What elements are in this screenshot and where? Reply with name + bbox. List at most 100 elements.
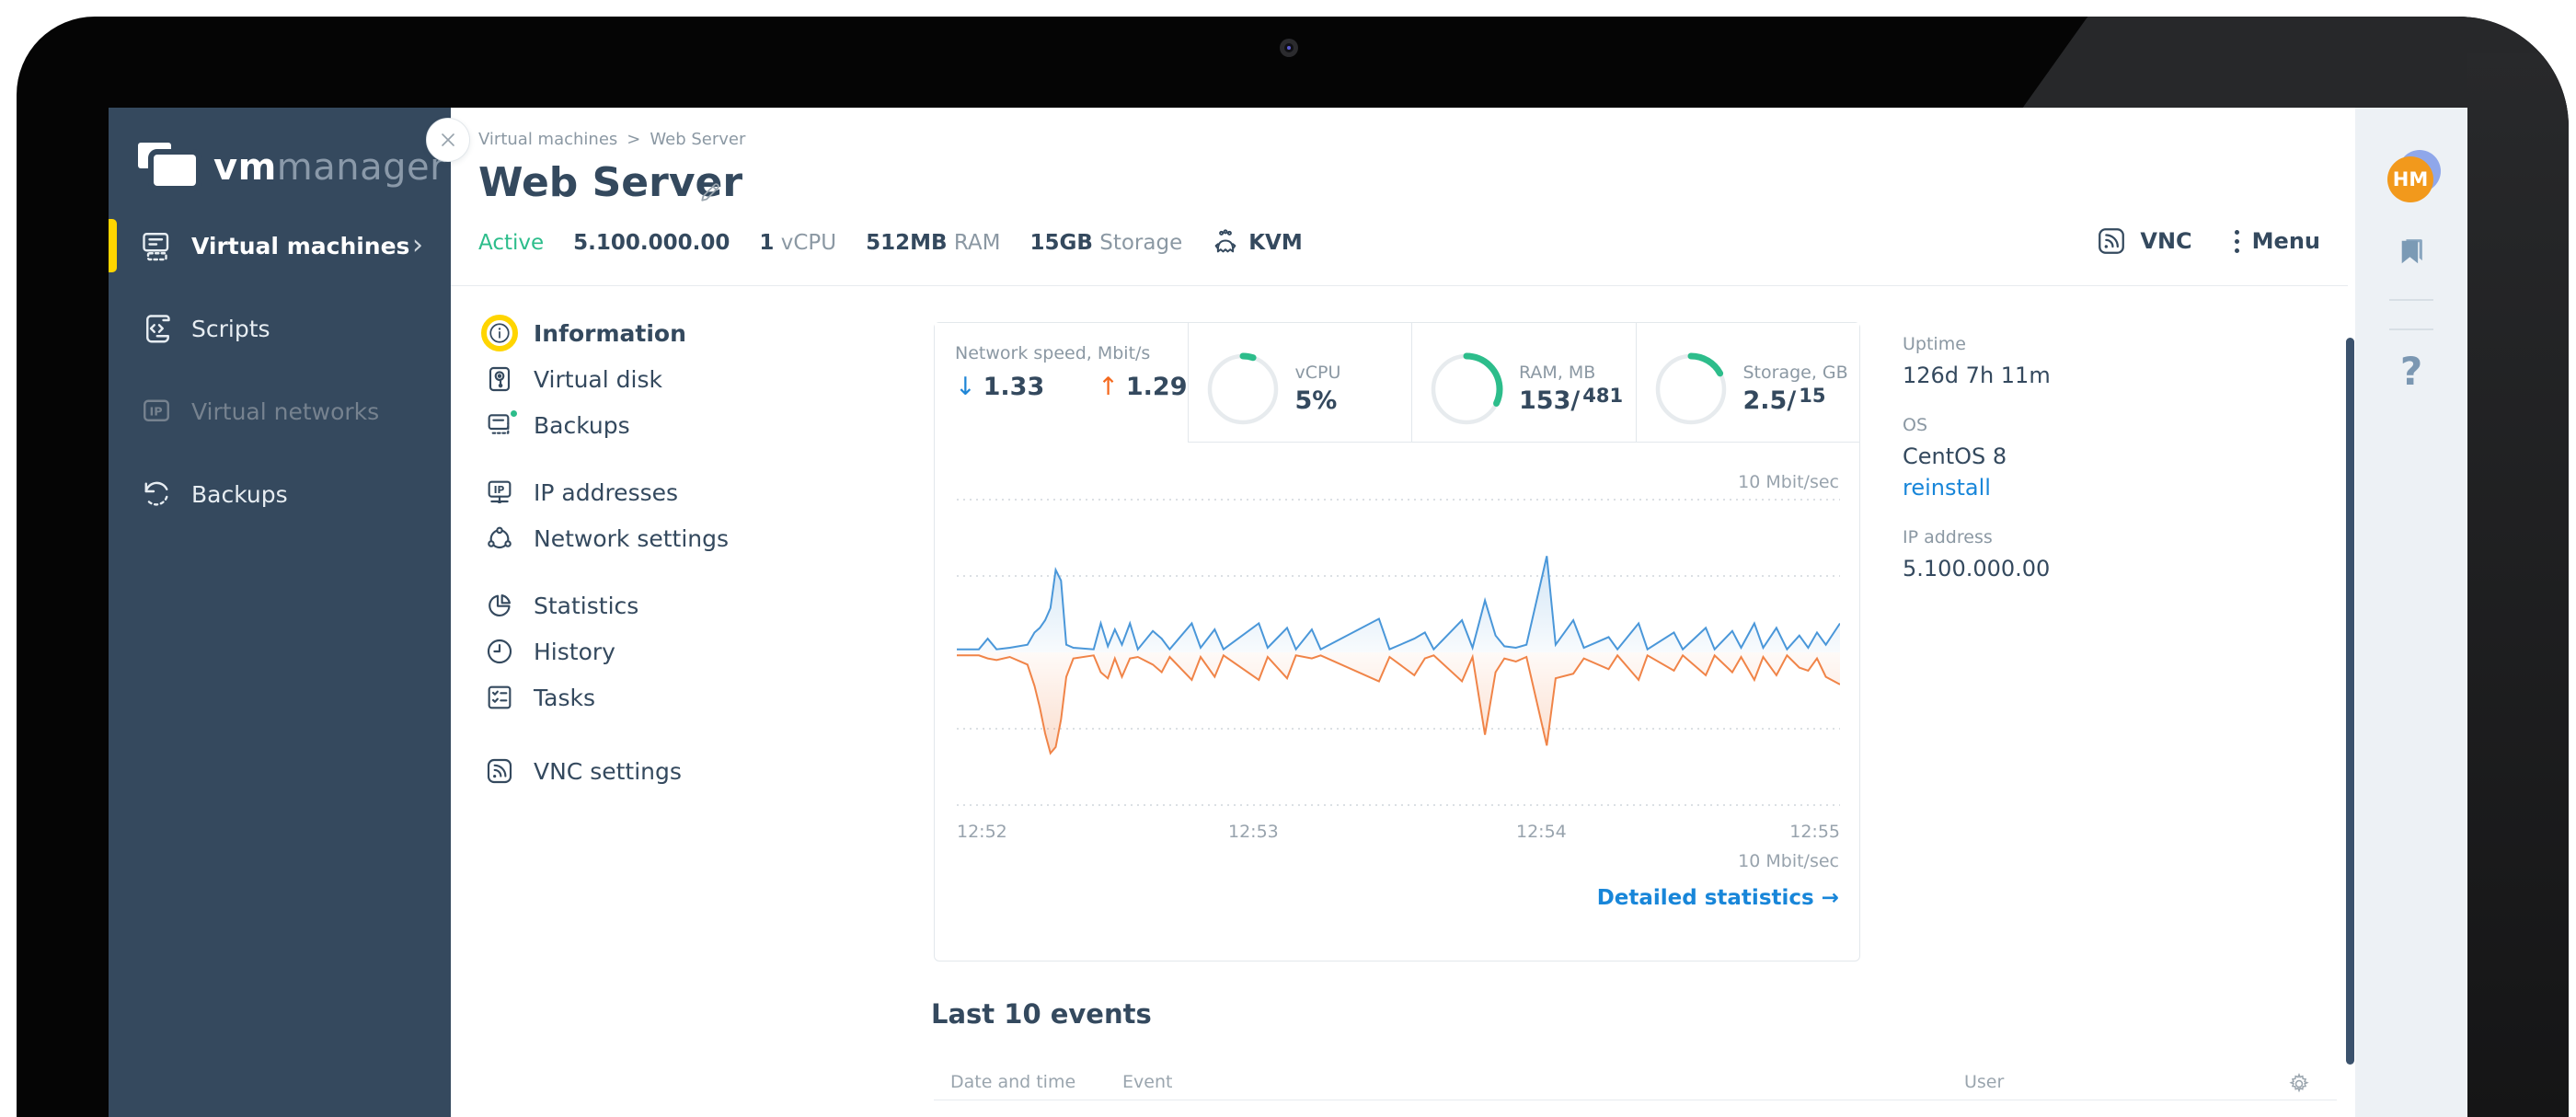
vnc-button[interactable]: VNC xyxy=(2096,225,2192,257)
app-logo[interactable]: vmmanager xyxy=(138,143,445,192)
tab-vcpu[interactable]: vCPU 5% xyxy=(1188,323,1412,443)
submenu-item-information[interactable]: Information xyxy=(478,310,883,356)
submenu-item-virtual-disk[interactable]: Virtual disk xyxy=(478,356,883,402)
utility-divider xyxy=(2389,328,2433,330)
submenu-item-network-settings[interactable]: Network settings xyxy=(478,515,883,561)
tab-network-speed[interactable]: Network speed, Mbit/s ↓ 1.33 ↑ 1.29 xyxy=(935,323,1189,443)
logo-icon xyxy=(138,143,199,192)
sidebar-item-label: Backups xyxy=(191,480,288,508)
user-avatar[interactable]: HM xyxy=(2387,150,2441,202)
sidebar-item-label: Virtual networks xyxy=(191,397,380,425)
menu-button[interactable]: Menu xyxy=(2234,228,2320,254)
utility-bar: HM ? xyxy=(2355,108,2467,1117)
chevron-right-icon: › xyxy=(412,229,423,261)
kvm-icon xyxy=(1214,229,1236,253)
tab-ram[interactable]: RAM, MB 153/481 xyxy=(1412,323,1637,443)
sidebar-item-label: Scripts xyxy=(191,315,270,342)
table-settings-button[interactable] xyxy=(2287,1072,2311,1100)
sidebar-item-virtual-machines[interactable]: Virtual machines › xyxy=(109,204,451,287)
submenu-item-backups[interactable]: Backups xyxy=(478,402,883,448)
network-speed-chart xyxy=(957,499,1840,806)
main-content: Virtual machines > Web Server Web Server A… xyxy=(426,108,2348,1117)
status-badge: Active xyxy=(478,231,545,255)
history-icon xyxy=(478,637,521,666)
close-button[interactable] xyxy=(426,118,470,162)
reinstall-link[interactable]: reinstall xyxy=(1903,475,1991,501)
bookmark-button[interactable] xyxy=(2394,233,2429,271)
tab-storage[interactable]: Storage, GB 2.5/15 xyxy=(1636,323,1859,443)
page-title: Web Server xyxy=(478,159,743,206)
kebab-icon xyxy=(2234,229,2239,253)
upload-speed: ↑ 1.29 xyxy=(1098,373,1188,401)
vertical-scrollbar[interactable] xyxy=(2346,338,2354,1065)
vnc-label: VNC xyxy=(2140,228,2192,254)
vm-info-panel: Uptime 126d 7h 11m OS CentOS 8 reinstall… xyxy=(1903,334,2335,608)
information-icon xyxy=(478,315,521,351)
detailed-statistics-link[interactable]: Detailed statistics → xyxy=(1596,886,1839,910)
column-date-and-time: Date and time xyxy=(950,1072,1076,1092)
events-table-header: Date and time Event User xyxy=(934,1066,2337,1100)
ip-addresses-icon: IP xyxy=(478,478,521,507)
download-speed: ↓ 1.33 xyxy=(955,373,1045,401)
column-event: Event xyxy=(1122,1072,1173,1092)
storage-gauge xyxy=(1654,352,1727,425)
vm-storage: 15GB xyxy=(1029,231,1093,255)
os-label: OS xyxy=(1903,415,1928,435)
vm-cpu: 1 xyxy=(759,231,775,255)
vnc-icon xyxy=(2099,228,2125,254)
ram-gauge xyxy=(1430,352,1503,425)
submenu-item-vnc-settings[interactable]: VNC settings xyxy=(478,748,883,794)
vcpu-usage: 5% xyxy=(1294,386,1338,415)
events-section-title: Last 10 events xyxy=(931,998,1152,1030)
storage-usage: 2.5/15 xyxy=(1742,385,1826,415)
uptime-label: Uptime xyxy=(1903,334,1966,354)
breadcrumb-current[interactable]: Web Server xyxy=(650,130,746,149)
vcpu-gauge xyxy=(1206,352,1279,425)
submenu-item-statistics[interactable]: Statistics xyxy=(478,582,883,628)
statistics-panel: Network speed, Mbit/s ↓ 1.33 ↑ 1.29 vCPU xyxy=(934,322,1860,962)
backups-icon xyxy=(138,478,175,511)
backup-status-dot xyxy=(509,409,519,419)
tasks-icon xyxy=(478,683,521,712)
stat-tabs: Network speed, Mbit/s ↓ 1.33 ↑ 1.29 vCPU xyxy=(935,323,1859,443)
ip-network-icon: IP xyxy=(138,395,175,428)
sidebar-item-scripts[interactable]: Scripts xyxy=(109,287,451,370)
menu-label: Menu xyxy=(2251,228,2320,254)
chart-scale-top: 10 Mbit/sec xyxy=(1738,472,1839,492)
avatar-initials: HM xyxy=(2387,156,2433,202)
submenu-item-ip-addresses[interactable]: IP IP addresses xyxy=(478,469,883,515)
chart-x-axis: 12:52 12:53 12:54 12:55 xyxy=(957,822,1840,842)
network-settings-icon xyxy=(478,524,521,553)
sidebar-item-label: Virtual machines xyxy=(191,232,410,259)
bookmark-icon xyxy=(2401,239,2422,264)
help-button[interactable]: ? xyxy=(2399,349,2423,394)
uptime-value: 126d 7h 11m xyxy=(1903,363,2051,388)
ram-usage: 153/481 xyxy=(1519,385,1624,415)
statistics-icon xyxy=(478,591,521,620)
submenu-item-tasks[interactable]: Tasks xyxy=(478,674,883,720)
vm-submenu: Information Virtual disk xyxy=(478,310,883,794)
svg-text:IP: IP xyxy=(494,484,505,496)
vnc-settings-icon xyxy=(478,756,521,786)
submenu-item-history[interactable]: History xyxy=(478,628,883,674)
sidebar-item-virtual-networks[interactable]: IP Virtual networks xyxy=(109,370,451,453)
active-highlight-ring xyxy=(481,315,518,351)
upload-arrow-icon: ↑ xyxy=(1098,373,1119,401)
download-arrow-icon: ↓ xyxy=(955,373,976,401)
vm-ip: 5.100.000.00 xyxy=(573,231,730,255)
header-divider xyxy=(451,285,2348,286)
sidebar-item-backups[interactable]: Backups xyxy=(109,453,451,535)
backups-copy-icon xyxy=(478,409,521,440)
virtual-disk-icon xyxy=(478,364,521,394)
breadcrumb: Virtual machines > Web Server xyxy=(478,130,745,149)
utility-divider xyxy=(2389,299,2433,301)
vm-ram: 512MB xyxy=(866,231,948,255)
os-value: CentOS 8 xyxy=(1903,443,2007,469)
logo-text: vmmanager xyxy=(213,146,446,189)
virtual-machines-icon xyxy=(138,229,175,262)
edit-title-icon[interactable] xyxy=(697,179,723,209)
breadcrumb-parent[interactable]: Virtual machines xyxy=(478,130,618,149)
sidebar: vmmanager Virtual machines › xyxy=(109,108,451,1117)
scripts-icon xyxy=(138,312,175,345)
close-icon xyxy=(442,133,454,146)
